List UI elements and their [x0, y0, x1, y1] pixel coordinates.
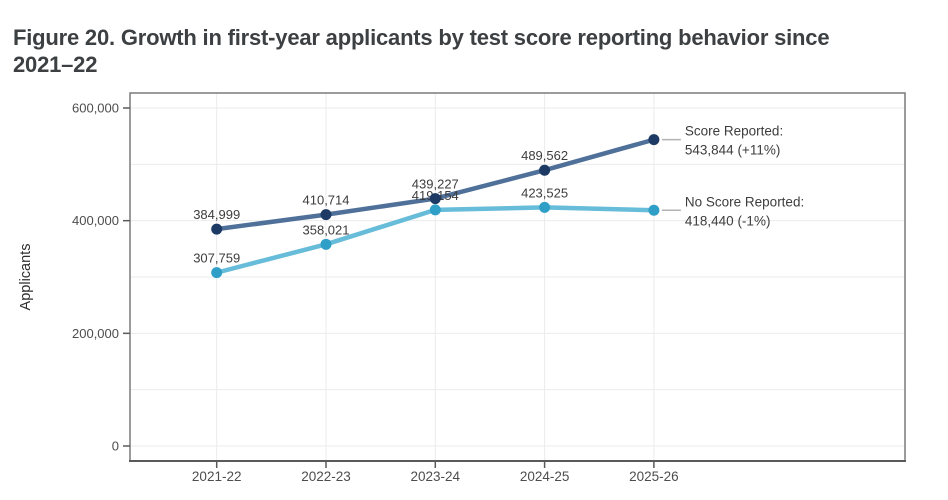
point-label: 307,759 [193, 251, 240, 266]
data-point-score-reported [648, 134, 660, 146]
x-tick-label: 2022-23 [301, 469, 351, 484]
data-point-no-score-reported [211, 267, 223, 279]
legend-label-line: 543,844 (+11%) [685, 143, 780, 158]
data-point-no-score-reported [429, 204, 441, 216]
point-label: 489,562 [521, 148, 568, 163]
y-tick-label: 0 [112, 439, 119, 454]
figure-title-line-2: 2021–22 [13, 51, 98, 77]
y-tick-label: 400,000 [72, 213, 119, 228]
point-label: 384,999 [193, 207, 240, 222]
point-label: 358,021 [303, 222, 350, 237]
data-point-score-reported [539, 164, 551, 176]
legend-label-line: No Score Reported: [685, 194, 804, 209]
data-point-score-reported [320, 209, 332, 221]
x-tick-label: 2021-22 [192, 469, 242, 484]
point-label: 439,227 [412, 177, 459, 192]
data-point-score-reported [429, 193, 441, 205]
point-label: 410,714 [303, 193, 350, 208]
x-tick-label: 2024-25 [520, 469, 570, 484]
y-axis-title: Applicants [18, 244, 34, 311]
data-point-no-score-reported [320, 238, 332, 250]
figure-title-line-1: Figure 20. Growth in first-year applican… [13, 24, 830, 50]
y-tick-label: 200,000 [72, 326, 119, 341]
point-label: 423,525 [521, 185, 568, 200]
figure-title: Figure 20. Growth in first-year applican… [13, 24, 913, 78]
data-point-no-score-reported [539, 201, 551, 213]
legend-label-line: 418,440 (-1%) [685, 213, 771, 228]
data-point-no-score-reported [648, 204, 660, 216]
legend-label-line: Score Reported: [685, 124, 783, 139]
x-tick-label: 2023-24 [411, 469, 461, 484]
y-tick-label: 600,000 [72, 101, 119, 116]
x-tick-label: 2025-26 [629, 469, 679, 484]
data-point-score-reported [211, 223, 223, 235]
